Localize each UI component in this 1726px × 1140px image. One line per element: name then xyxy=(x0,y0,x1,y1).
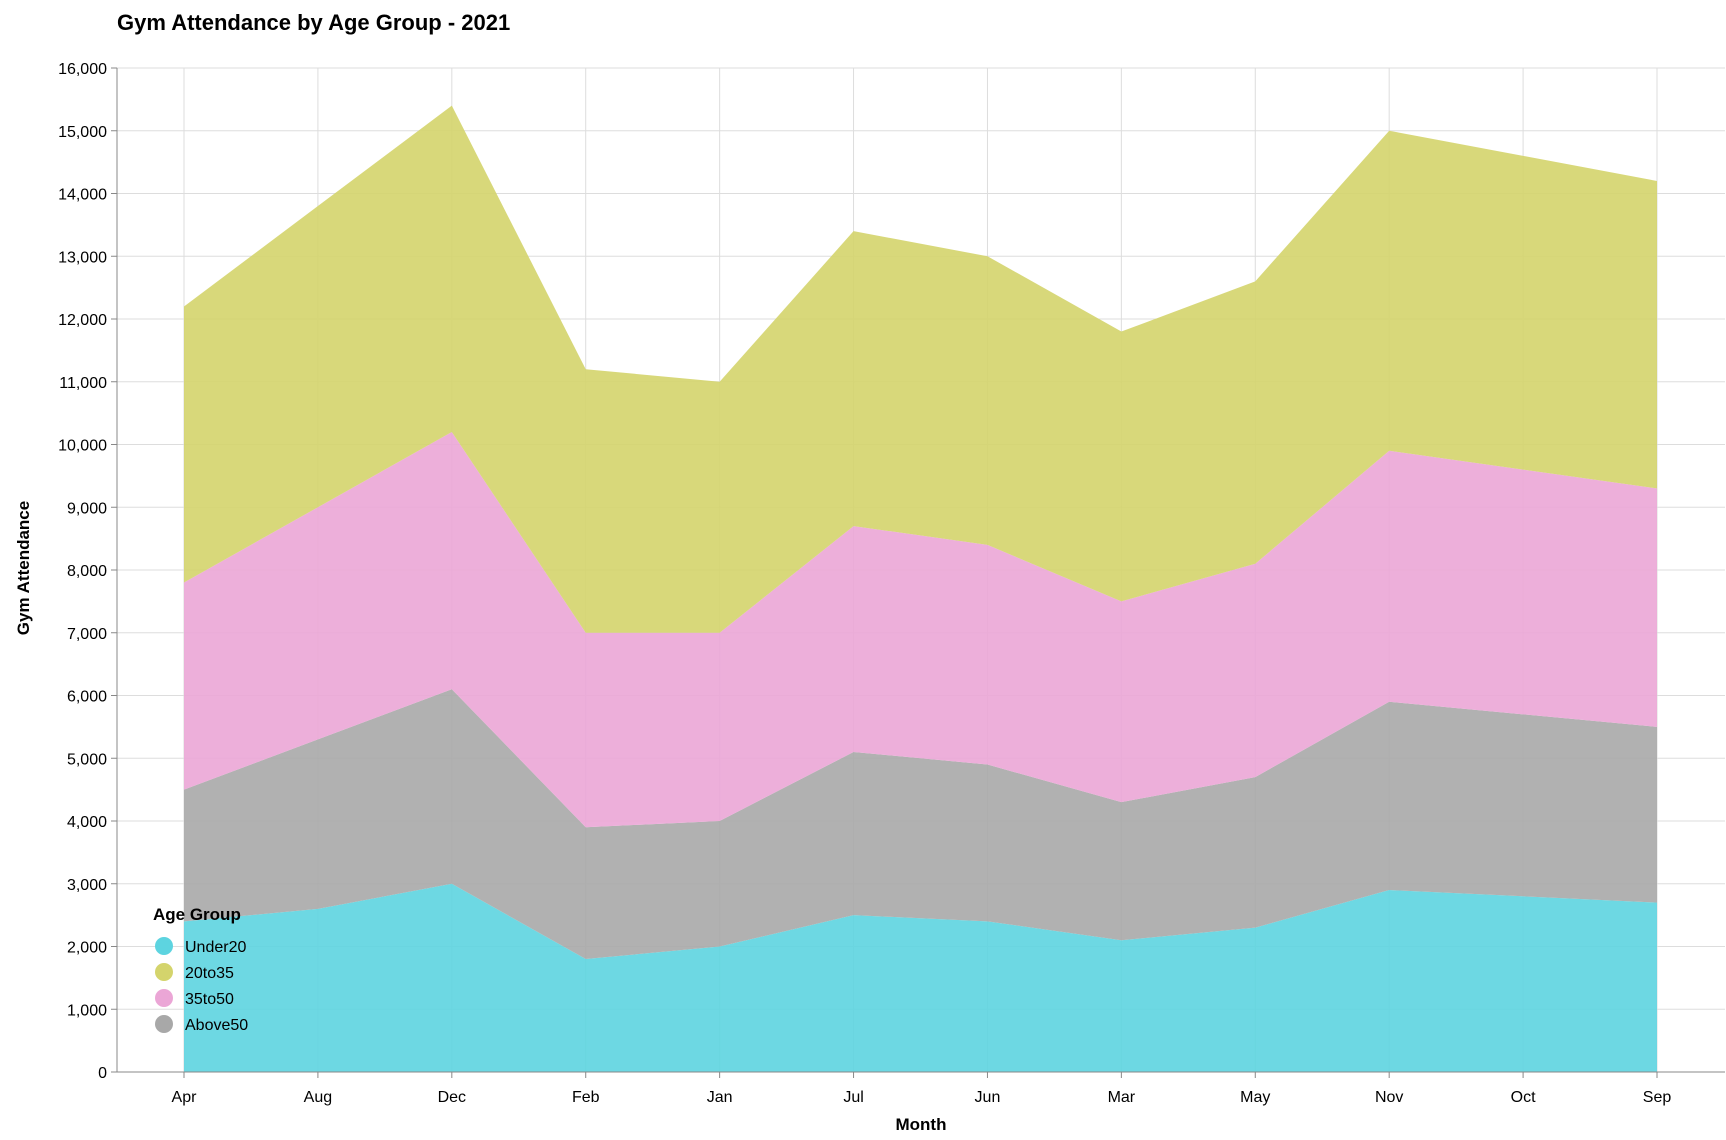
y-tick-label: 5,000 xyxy=(67,751,107,768)
y-tick-label: 9,000 xyxy=(67,500,107,517)
legend-label-20to35: 20to35 xyxy=(185,965,234,982)
y-tick-label: 6,000 xyxy=(67,689,107,706)
area-under20 xyxy=(184,883,1657,1072)
y-tick-label: 3,000 xyxy=(67,877,107,894)
y-tick-label: 0 xyxy=(98,1065,107,1082)
y-tick-label: 8,000 xyxy=(67,563,107,580)
area-above50 xyxy=(184,689,1657,960)
x-tick-label: Jun xyxy=(975,1089,1001,1106)
axes: 0 1,000 2,000 3,000 4,000 5,000 6,000 7,000 8,00… xyxy=(58,61,1725,1106)
y-tick-label: 1,000 xyxy=(67,1002,107,1019)
y-tick-label: 7,000 xyxy=(67,626,107,643)
legend-swatch-35to50 xyxy=(155,989,173,1007)
y-tick-label: 4,000 xyxy=(67,814,107,831)
area-20to35 xyxy=(184,105,1657,633)
x-tick-label: Aug xyxy=(304,1089,332,1106)
x-tick-label: Mar xyxy=(1108,1089,1136,1106)
y-tick-label: 14,000 xyxy=(58,187,107,204)
area-35to50 xyxy=(184,431,1657,828)
x-tick-label: Nov xyxy=(1375,1089,1403,1106)
x-tick-label: Oct xyxy=(1511,1089,1536,1106)
legend-swatch-20to35 xyxy=(155,963,173,981)
legend: Age Group Under20 20to35 35to50 Above50 xyxy=(153,905,248,1034)
legend-swatch-above50 xyxy=(155,1015,173,1033)
x-tick-label: Apr xyxy=(172,1089,198,1106)
chart-title: Gym Attendance by Age Group - 2021 xyxy=(117,10,510,35)
x-axis-title: Month xyxy=(896,1115,947,1134)
x-tick-label: Dec xyxy=(438,1089,466,1106)
y-tick-label: 12,000 xyxy=(58,312,107,329)
y-tick-label: 13,000 xyxy=(58,249,107,266)
y-tick-label: 10,000 xyxy=(58,438,107,455)
legend-title: Age Group xyxy=(153,905,241,924)
stacked-areas xyxy=(184,105,1657,1072)
y-tick-label: 2,000 xyxy=(67,940,107,957)
legend-label-under20: Under20 xyxy=(185,939,246,956)
x-tick-label: Jul xyxy=(843,1089,863,1106)
x-tick-label: Sep xyxy=(1643,1089,1672,1106)
x-tick-label: Jan xyxy=(707,1089,733,1106)
y-tick-label: 16,000 xyxy=(58,61,107,78)
y-axis-title: Gym Attendance xyxy=(14,501,33,635)
legend-label-above50: Above50 xyxy=(185,1017,248,1034)
x-tick-label: Feb xyxy=(572,1089,600,1106)
y-tick-label: 15,000 xyxy=(58,124,107,141)
y-tick-label: 11,000 xyxy=(59,375,107,392)
legend-label-35to50: 35to50 xyxy=(185,991,234,1008)
x-tick-label: May xyxy=(1240,1089,1270,1106)
legend-swatch-under20 xyxy=(155,937,173,955)
